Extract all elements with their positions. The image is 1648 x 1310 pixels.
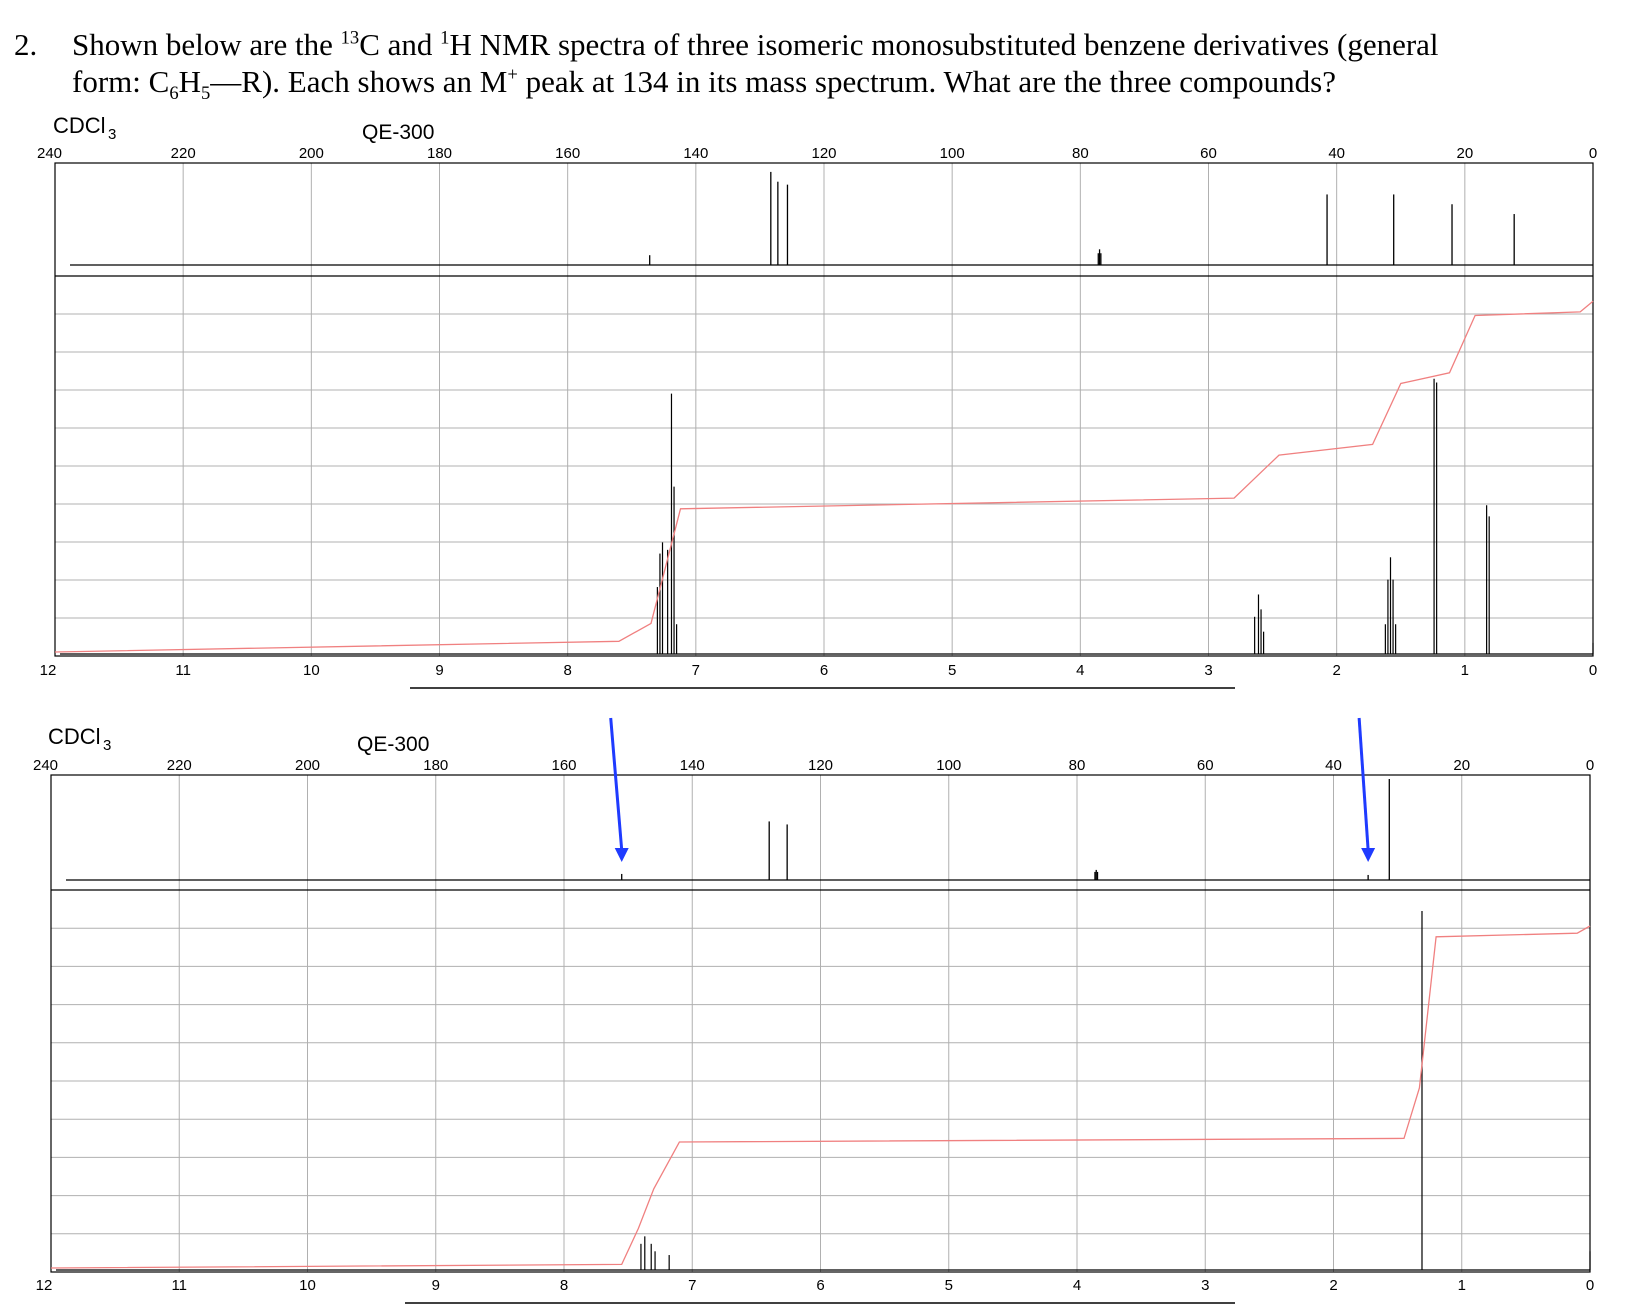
blue-arrow — [1357, 717, 1370, 851]
plot-frame — [54, 162, 1594, 657]
carbon-tick-label: 200 — [295, 757, 320, 774]
solvent-label: CDCl — [48, 724, 101, 749]
carbon-tick-label: 80 — [1072, 145, 1089, 162]
proton-tick-label: 9 — [432, 1277, 440, 1294]
proton-tick-label: 11 — [171, 1277, 187, 1294]
question-number: 2. — [14, 27, 38, 62]
proton-tick-label: 6 — [816, 1277, 824, 1294]
proton-tick-label: 6 — [820, 662, 828, 679]
carbon-tick-label: 240 — [33, 757, 58, 774]
proton-tick-label: 7 — [688, 1277, 696, 1294]
solvent-label: CDCl — [53, 113, 106, 138]
carbon-tick-label: 120 — [808, 757, 833, 774]
proton-tick-label: 1 — [1458, 1277, 1466, 1294]
carbon-tick-label: 160 — [555, 145, 580, 162]
question-line-2: form: C6H5—R). Each shows an M+ peak at … — [72, 64, 1336, 105]
solvent-subscript: 3 — [103, 737, 111, 754]
blue-arrowhead — [1361, 848, 1376, 862]
instrument-label: QE-300 — [362, 121, 434, 144]
carbon-tick-label: 0 — [1589, 145, 1597, 162]
proton-tick-label: 0 — [1586, 1277, 1594, 1294]
proton-tick-label: 10 — [303, 662, 320, 679]
carbon-tick-label: 120 — [811, 145, 836, 162]
carbon-tick-label: 180 — [427, 145, 452, 162]
carbon-tick-label: 240 — [37, 145, 62, 162]
carbon-tick-label: 60 — [1200, 145, 1217, 162]
carbon-tick-label: 60 — [1197, 757, 1214, 774]
carbon-tick-label: 20 — [1453, 757, 1470, 774]
proton-tick-label: 9 — [435, 662, 443, 679]
integral-trace — [50, 925, 1591, 1269]
carbon-tick-label: 160 — [551, 757, 576, 774]
proton-tick-label: 1 — [1461, 662, 1469, 679]
carbon-tick-label: 220 — [171, 145, 196, 162]
proton-tick-label: 2 — [1329, 1277, 1337, 1294]
proton-tick-label: 2 — [1332, 662, 1340, 679]
carbon-tick-label: 140 — [683, 145, 708, 162]
carbon-tick-label: 100 — [936, 757, 961, 774]
carbon-tick-label: 180 — [423, 757, 448, 774]
carbon-tick-label: 20 — [1456, 145, 1473, 162]
carbon-tick-label: 200 — [299, 145, 324, 162]
carbon-tick-label: 0 — [1586, 757, 1594, 774]
proton-tick-label: 4 — [1073, 1277, 1081, 1294]
proton-tick-label: 5 — [948, 662, 956, 679]
proton-tick-label: 5 — [945, 1277, 953, 1294]
proton-tick-label: 8 — [563, 662, 571, 679]
carbon-tick-label: 100 — [940, 145, 965, 162]
blue-arrowhead — [614, 848, 629, 862]
carbon-tick-label: 40 — [1328, 145, 1345, 162]
proton-tick-label: 12 — [36, 1277, 53, 1294]
proton-tick-label: 8 — [560, 1277, 568, 1294]
proton-tick-label: 3 — [1201, 1277, 1209, 1294]
proton-tick-label: 7 — [692, 662, 700, 679]
carbon-tick-label: 140 — [680, 757, 705, 774]
blue-arrow — [609, 717, 624, 851]
plot-frame — [50, 774, 1591, 1273]
proton-tick-label: 0 — [1589, 662, 1597, 679]
carbon-tick-label: 40 — [1325, 757, 1342, 774]
carbon-tick-label: 220 — [167, 757, 192, 774]
proton-tick-label: 4 — [1076, 662, 1084, 679]
instrument-label: QE-300 — [357, 733, 429, 756]
question-line-1: Shown below are the 13C and 1H NMR spect… — [72, 27, 1439, 62]
proton-tick-label: 10 — [299, 1277, 316, 1294]
proton-tick-label: 12 — [40, 662, 57, 679]
proton-tick-label: 11 — [175, 662, 191, 679]
carbon-tick-label: 80 — [1069, 757, 1086, 774]
solvent-subscript: 3 — [108, 126, 116, 143]
proton-tick-label: 3 — [1204, 662, 1212, 679]
integral-trace — [54, 300, 1594, 653]
